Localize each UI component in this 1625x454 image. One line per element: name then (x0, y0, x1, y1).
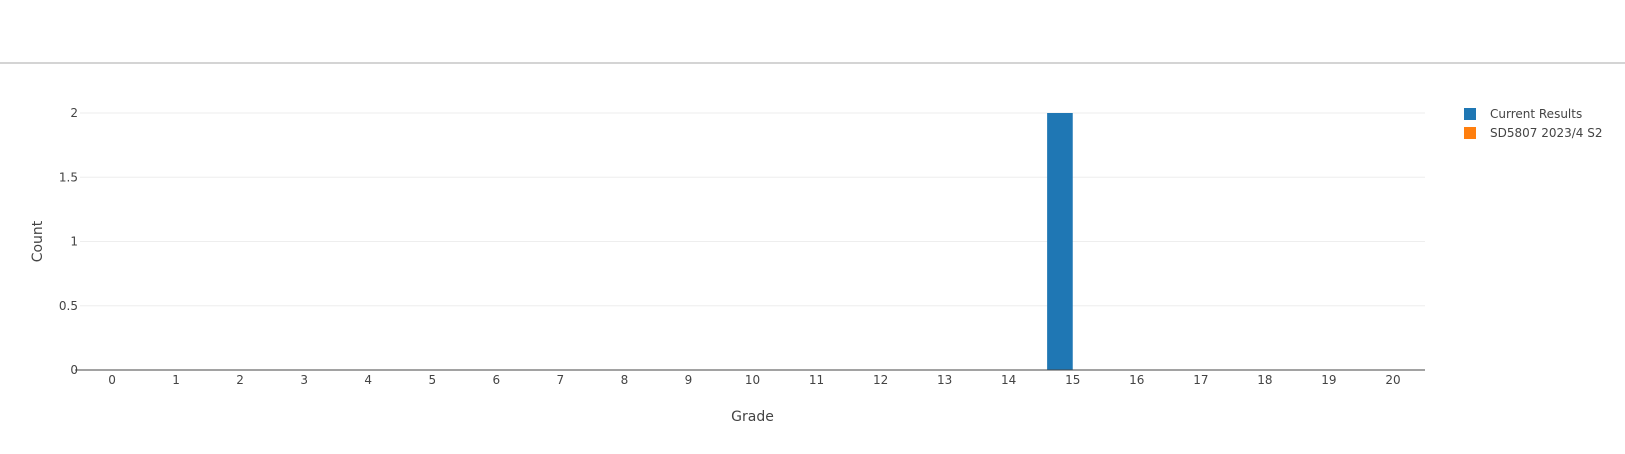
x-tick-label: 2 (236, 373, 244, 387)
y-tick-label: 0 (70, 363, 78, 377)
y-tick-label: 1.5 (59, 170, 78, 184)
y-tick-label: 0.5 (59, 299, 78, 313)
header-area (0, 0, 1625, 62)
x-tick-label: 19 (1321, 373, 1336, 387)
x-tick-label: 8 (621, 373, 629, 387)
x-tick-label: 3 (300, 373, 308, 387)
x-tick-label: 4 (364, 373, 372, 387)
x-tick-label: 16 (1129, 373, 1144, 387)
header-divider (0, 62, 1625, 64)
legend-swatch (1464, 127, 1476, 139)
legend[interactable]: Current Results SD5807 2023/4 S2 (1464, 107, 1603, 140)
x-tick-labels: 0 1 2 3 4 5 6 7 8 9 10 11 12 13 14 15 16 17 18 19 20 (108, 373, 1400, 387)
x-tick-label: 17 (1193, 373, 1208, 387)
y-axis-title: Count (30, 220, 46, 262)
y-tick-labels: 0 0.5 1 1.5 2 (59, 106, 78, 377)
bars (1047, 113, 1073, 370)
bar-current-results-15[interactable] (1047, 113, 1073, 370)
x-tick-label: 5 (428, 373, 436, 387)
x-tick-label: 7 (557, 373, 565, 387)
x-tick-label: 13 (937, 373, 952, 387)
x-tick-label: 18 (1257, 373, 1272, 387)
x-tick-label: 12 (873, 373, 888, 387)
legend-item[interactable]: Current Results (1464, 107, 1582, 121)
y-tick-label: 2 (70, 106, 78, 120)
x-tick-label: 15 (1065, 373, 1080, 387)
legend-label: Current Results (1490, 107, 1582, 121)
legend-label: SD5807 2023/4 S2 (1490, 126, 1603, 140)
x-tick-label: 6 (492, 373, 500, 387)
x-tick-label: 20 (1385, 373, 1400, 387)
x-tick-label: 11 (809, 373, 824, 387)
x-axis-title: Grade (731, 409, 774, 425)
x-tick-label: 0 (108, 373, 116, 387)
x-tick-label: 1 (172, 373, 180, 387)
y-tick-label: 1 (70, 235, 78, 249)
legend-item[interactable]: SD5807 2023/4 S2 (1464, 126, 1603, 140)
legend-swatch (1464, 108, 1476, 120)
grid-lines (80, 112, 1425, 307)
x-tick-label: 9 (685, 373, 693, 387)
x-tick-label: 10 (745, 373, 760, 387)
x-tick-label: 14 (1001, 373, 1016, 387)
